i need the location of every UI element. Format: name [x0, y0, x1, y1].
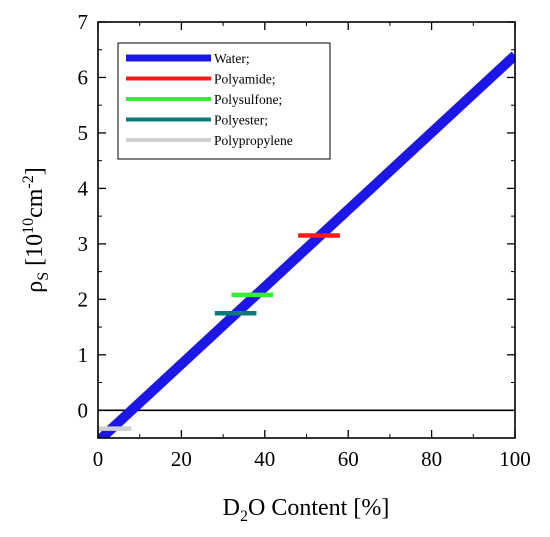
y-tick-label: 7: [78, 10, 89, 34]
x-tick-label: 60: [338, 447, 359, 471]
series-line-water: [98, 51, 515, 438]
y-tick-label: 0: [78, 398, 89, 422]
y-tick-label: 4: [78, 176, 89, 200]
x-tick-label: 40: [254, 447, 275, 471]
legend-label-polyester: Polyester;: [214, 113, 268, 128]
x-axis-label: D2O Content [%]: [223, 495, 390, 525]
y-tick-label: 1: [78, 343, 89, 367]
x-tick-label: 100: [499, 447, 531, 471]
y-tick-label: 2: [78, 287, 89, 311]
x-tick-label: 20: [171, 447, 192, 471]
legend: Water; Polyamide; Polysulfone; Polyester; Po…: [117, 42, 331, 160]
y-axis-label: ρS [1010cm-2]: [20, 167, 52, 293]
legend-label-water: Water;: [214, 51, 250, 66]
x-tick-label: 0: [93, 447, 104, 471]
legend-label-polysulfone: Polysulfone;: [214, 92, 282, 107]
y-tick-label: 6: [78, 65, 89, 89]
y-tick-label: 5: [78, 121, 89, 145]
legend-label-polypropylene: Polypropylene: [214, 133, 293, 148]
x-tick-label: 80: [421, 447, 442, 471]
legend-label-polyamide: Polyamide;: [214, 72, 276, 87]
y-tick-label: 3: [78, 232, 89, 256]
